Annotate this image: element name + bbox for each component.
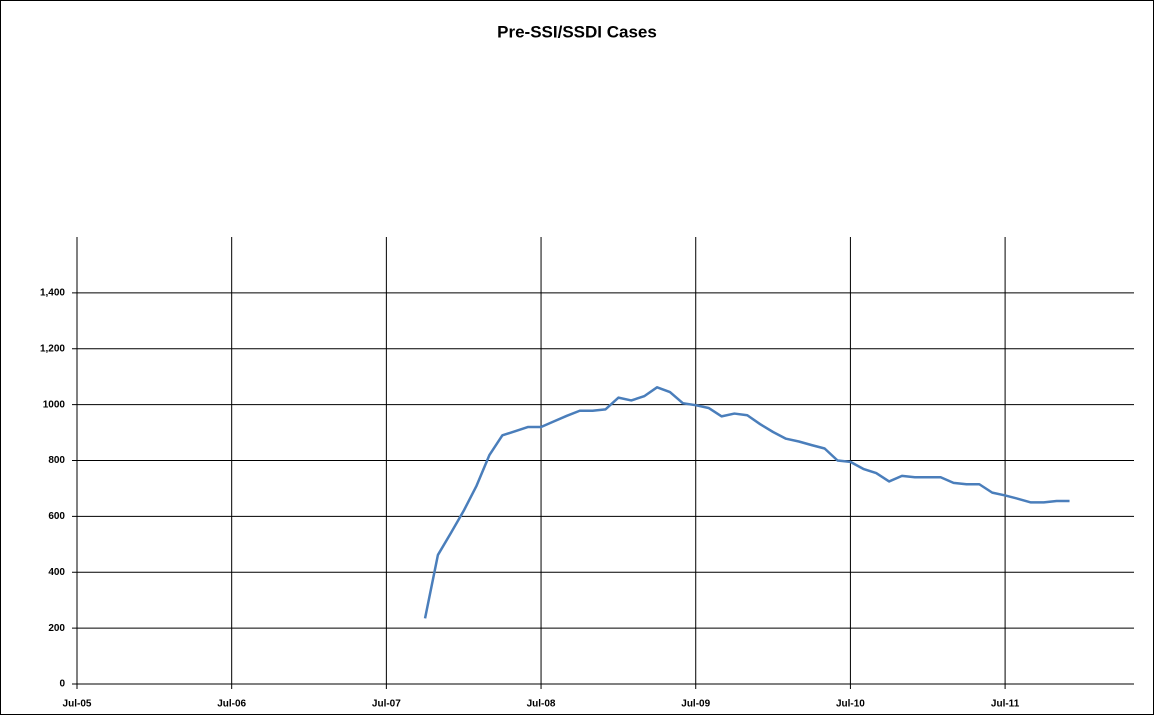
y-tick-label: 0 — [59, 679, 65, 690]
chart-title: Pre-SSI/SSDI Cases — [497, 22, 657, 41]
x-tick-label: Jul-09 — [681, 699, 710, 710]
x-tick-label: Jul-08 — [527, 699, 556, 710]
line-series — [423, 386, 1070, 619]
y-tick-label: 200 — [48, 623, 65, 634]
y-tick-label: 400 — [48, 567, 65, 578]
x-tick-label: Jul-05 — [63, 699, 92, 710]
y-tick-label: 1000 — [43, 399, 66, 410]
y-tick-label: 800 — [48, 455, 65, 466]
y-tick-label: 1,200 — [40, 343, 65, 354]
x-tick-label: Jul-11 — [991, 699, 1020, 710]
y-tick-label: 600 — [48, 511, 65, 522]
x-tick-label: Jul-06 — [217, 699, 246, 710]
x-tick-label: Jul-07 — [372, 699, 401, 710]
y-tick-label: 1,400 — [40, 288, 65, 299]
x-tick-label: Jul-10 — [836, 699, 865, 710]
